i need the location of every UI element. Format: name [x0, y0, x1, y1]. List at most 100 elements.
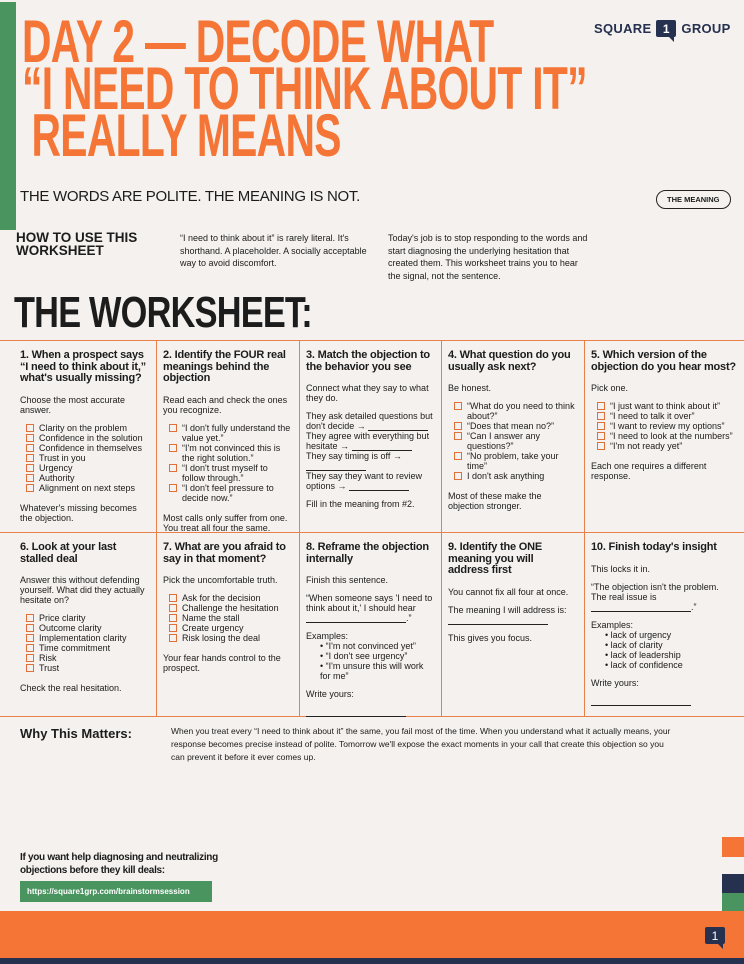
checkbox[interactable] [597, 412, 605, 420]
question-title: 4. What question do you usually ask next… [448, 349, 571, 373]
checkbox-label: I don't ask anything [467, 471, 545, 481]
brainstorm-link-button[interactable]: https://square1grp.com/brainstormsession [20, 881, 212, 902]
checkbox[interactable] [26, 453, 34, 462]
checkbox-item[interactable]: “What do you need to think about?” [454, 401, 576, 421]
question-cell-9: 9. Identify the ONE meaning you will add… [442, 533, 585, 716]
worksheet-row: 1. When a prospect says “I need to think… [0, 341, 744, 533]
checkbox-item[interactable]: Ask for the decision [169, 593, 291, 603]
answer-blank[interactable] [591, 603, 691, 612]
checkbox-item[interactable]: “Does that mean no?” [454, 421, 576, 431]
checkbox[interactable] [454, 432, 462, 440]
checkbox-item[interactable]: “Can I answer any questions?” [454, 431, 576, 451]
answer-blank[interactable] [349, 482, 410, 491]
checkbox-item[interactable]: Confidence in themselves [26, 443, 148, 453]
checkbox[interactable] [597, 422, 605, 430]
answer-blank[interactable] [306, 708, 406, 717]
checkbox-item[interactable]: Challenge the hesitation [169, 603, 291, 613]
checkbox[interactable] [26, 634, 34, 642]
checkbox-item[interactable]: Outcome clarity [26, 623, 148, 633]
checkbox-item[interactable]: Risk [26, 653, 148, 663]
checkbox[interactable] [169, 614, 177, 622]
checkbox-label: “Does that mean no?” [467, 421, 555, 431]
checkbox-item[interactable]: Urgency [26, 463, 148, 473]
checkbox-item[interactable]: “I want to review my options” [597, 421, 736, 431]
fill-sentence: “When someone says 'I need to think abou… [306, 593, 433, 613]
checkbox-label: “I'm not ready yet” [610, 441, 683, 451]
checkbox-label: Time commitment [39, 643, 111, 653]
checkbox[interactable] [169, 604, 177, 612]
question-title: 9. Identify the ONE meaning you will add… [448, 541, 542, 576]
question-outro: Most calls only suffer from one. You tre… [163, 512, 288, 533]
title-line: DAY 2 — DECODE WHAT [22, 8, 494, 75]
checkbox[interactable] [169, 443, 177, 452]
checkbox[interactable] [169, 624, 177, 632]
checkbox-item[interactable]: “I'm not convinced this is the right sol… [169, 443, 291, 463]
checkbox-item[interactable]: Create urgency [169, 623, 291, 633]
checkbox[interactable] [597, 432, 605, 440]
checkbox[interactable] [26, 614, 34, 622]
checkbox[interactable] [26, 644, 34, 652]
checkbox[interactable] [454, 452, 462, 460]
question-title: 1. When a prospect says “I need to think… [20, 349, 146, 384]
checkbox[interactable] [169, 423, 177, 432]
question-intro: Pick the uncomfortable truth. [163, 575, 278, 585]
checkbox-item[interactable]: “No problem, take your time” [454, 451, 576, 471]
checkbox[interactable] [454, 422, 462, 430]
answer-blank[interactable] [351, 442, 412, 451]
checkbox-item[interactable]: “I don't fully understand the value yet.… [169, 423, 291, 443]
worksheet-row: 6. Look at your last stalled deal Answer … [0, 533, 744, 717]
worksheet-grid: 1. When a prospect says “I need to think… [0, 340, 744, 717]
checkbox-item[interactable]: “I just want to think about it” [597, 401, 736, 411]
checkbox-list: “I just want to think about it” “I need t… [597, 401, 736, 451]
checkbox-item[interactable]: “I need to look at the numbers” [597, 431, 736, 441]
checkbox-item[interactable]: Authority [26, 473, 148, 483]
checkbox-item[interactable]: Implementation clarity [26, 633, 148, 643]
checkbox[interactable] [26, 483, 34, 492]
checkbox[interactable] [597, 442, 605, 450]
answer-blank[interactable] [368, 422, 429, 431]
checkbox-label: Urgency [39, 462, 73, 473]
checkbox[interactable] [597, 402, 605, 410]
question-outro: Fill in the meaning from #2. [306, 499, 415, 509]
checkbox[interactable] [26, 443, 34, 452]
checkbox-item[interactable]: Risk losing the deal [169, 633, 291, 643]
checkbox[interactable] [169, 483, 177, 492]
checkbox[interactable] [454, 402, 462, 410]
checkbox-item[interactable]: Time commitment [26, 643, 148, 653]
checkbox[interactable] [169, 634, 177, 642]
examples-list: “I'm not convinced yet”“I don't see urge… [320, 641, 433, 681]
answer-blank[interactable] [306, 462, 366, 471]
answer-blank[interactable] [448, 616, 548, 625]
checkbox-item[interactable]: Confidence in the solution [26, 433, 148, 443]
checkbox-label: “I want to review my options” [610, 421, 725, 431]
checkbox-item[interactable]: “I'm not ready yet” [597, 441, 736, 451]
checkbox-item[interactable]: I don't ask anything [454, 471, 576, 481]
checkbox-label: Alignment on next steps [39, 482, 136, 493]
checkbox-item[interactable]: Name the stall [169, 613, 291, 623]
checkbox[interactable] [454, 472, 462, 480]
checkbox-item[interactable]: Trust [26, 663, 148, 673]
checkbox-item[interactable]: “I don't feel pressure to decide now.” [169, 483, 291, 503]
checkbox-item[interactable]: Trust in you [26, 453, 148, 463]
checkbox[interactable] [26, 433, 34, 442]
question-cell-1: 1. When a prospect says “I need to think… [0, 341, 157, 532]
checkbox[interactable] [26, 664, 34, 672]
checkbox-label: “I don't feel pressure to decide now.” [182, 482, 274, 503]
checkbox-item[interactable]: “I need to talk it over” [597, 411, 736, 421]
checkbox[interactable] [26, 654, 34, 662]
example-item: lack of confidence [605, 660, 736, 670]
checkbox[interactable] [26, 624, 34, 632]
checkbox[interactable] [26, 463, 34, 472]
checkbox[interactable] [26, 473, 34, 482]
title-line: REALLY MEANS [31, 102, 342, 169]
checkbox[interactable] [26, 423, 34, 432]
checkbox-item[interactable]: Price clarity [26, 613, 148, 623]
checkbox[interactable] [169, 463, 177, 472]
checkbox-item[interactable]: “I don't trust myself to follow through.… [169, 463, 291, 483]
checkbox-item[interactable]: Clarity on the problem [26, 423, 148, 433]
answer-blank[interactable] [591, 697, 691, 706]
example-item: “I'm not convinced yet” [320, 641, 433, 651]
answer-blank[interactable] [306, 614, 406, 623]
checkbox[interactable] [169, 594, 177, 602]
checkbox-item[interactable]: Alignment on next steps [26, 483, 148, 493]
